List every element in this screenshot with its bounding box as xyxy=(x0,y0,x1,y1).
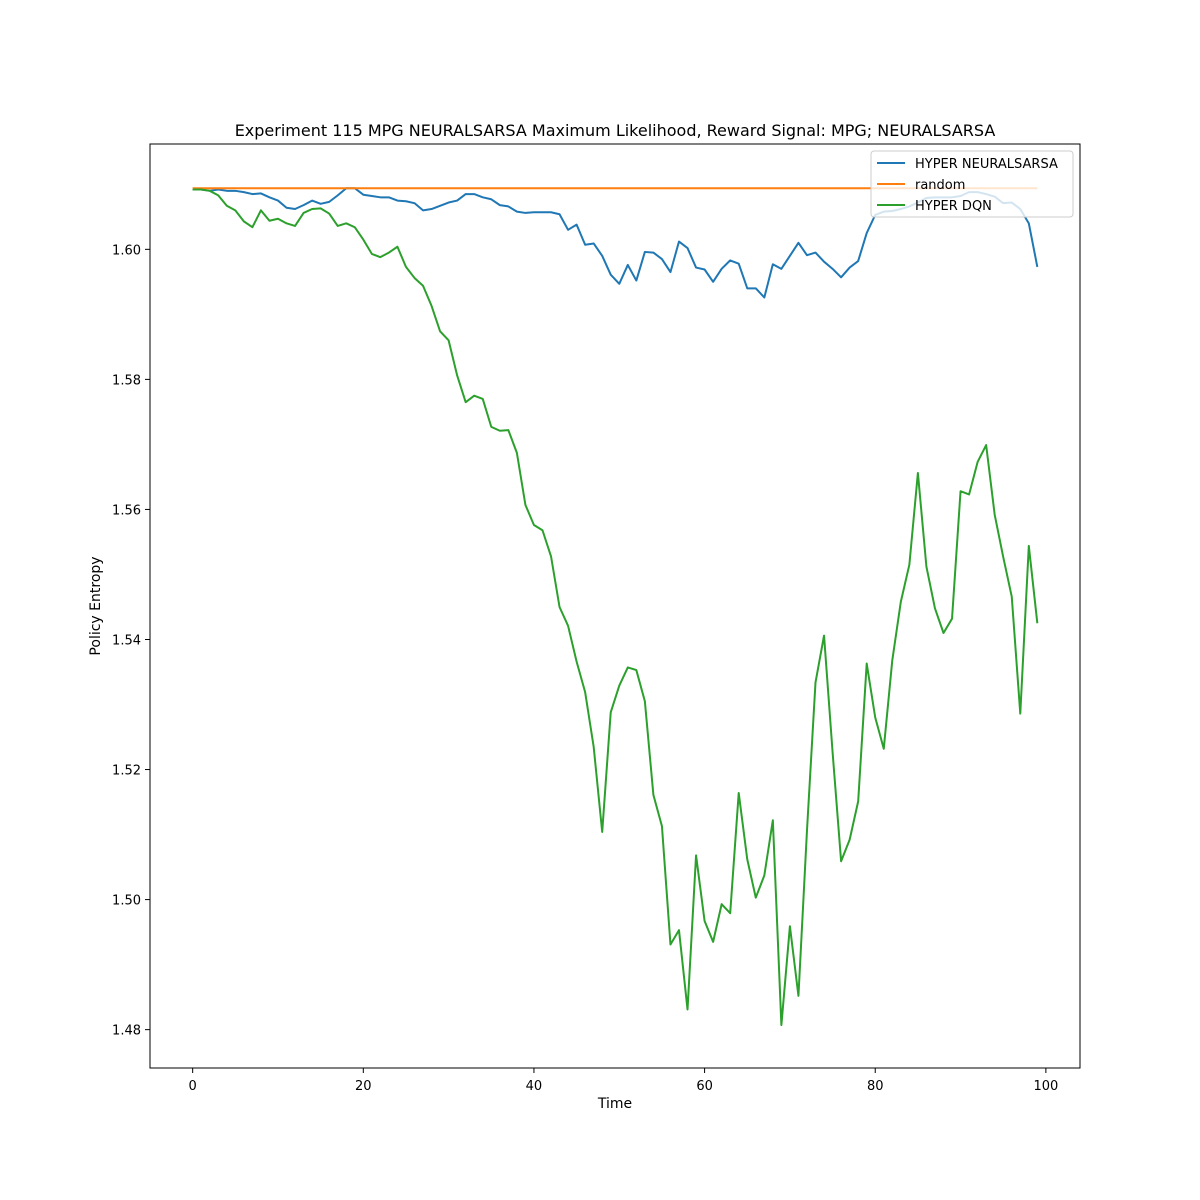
x-tick-label: 60 xyxy=(696,1079,713,1094)
x-tick-label: 0 xyxy=(189,1079,197,1094)
legend-label: random xyxy=(915,178,965,193)
legend-label: HYPER NEURALSARSA xyxy=(915,157,1058,172)
x-tick-label: 40 xyxy=(526,1079,543,1094)
y-tick-label: 1.58 xyxy=(112,373,141,388)
y-axis-label: Policy Entropy xyxy=(88,556,104,655)
x-tick-label: 100 xyxy=(1033,1079,1058,1094)
chart-title: Experiment 115 MPG NEURALSARSA Maximum L… xyxy=(235,121,996,140)
y-tick-label: 1.60 xyxy=(112,243,141,258)
y-tick-label: 1.50 xyxy=(112,894,141,909)
y-tick-label: 1.48 xyxy=(112,1024,141,1039)
legend-box xyxy=(870,150,1074,218)
x-axis-label: Time xyxy=(597,1096,632,1112)
y-axis: 1.48 1.50 1.52 1.54 1.56 1.58 1.60 xyxy=(112,243,150,1039)
y-tick-label: 1.54 xyxy=(112,633,141,648)
plot-frame xyxy=(149,143,1081,1069)
y-tick-label: 1.56 xyxy=(112,503,141,518)
series-line-hyper-dqn xyxy=(192,188,1039,1027)
legend: HYPER NEURALSARSA random HYPER DQN xyxy=(870,150,1074,218)
y-tick-label: 1.52 xyxy=(112,764,141,779)
x-tick-label: 80 xyxy=(867,1079,884,1094)
legend-label: HYPER DQN xyxy=(915,199,992,214)
x-axis: 0 20 40 60 80 100 xyxy=(189,1068,1058,1094)
x-tick-label: 20 xyxy=(355,1079,372,1094)
